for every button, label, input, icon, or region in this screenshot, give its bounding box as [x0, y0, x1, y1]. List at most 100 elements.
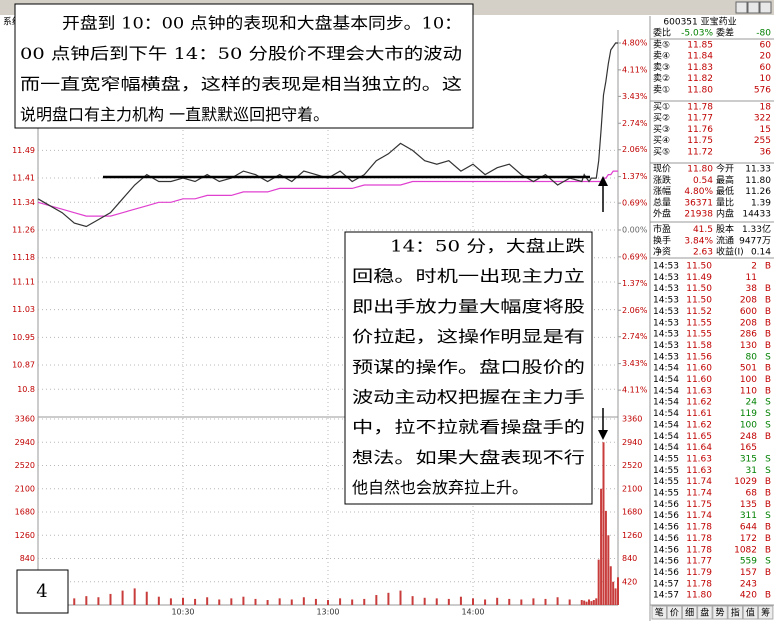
volume-bar: [435, 598, 438, 605]
level-price: 11.76: [687, 125, 713, 135]
stat-label: 最低: [716, 185, 734, 197]
annotation-text: 他自然也会放弃拉上升。: [352, 478, 528, 497]
trade-side: B: [765, 500, 771, 510]
trade-time: 14:53: [653, 330, 679, 340]
trade-volume: 24: [746, 398, 758, 408]
y2-tick-label: 1.37%: [622, 172, 648, 181]
tab[interactable]: [651, 605, 667, 620]
minimize-button[interactable]: [735, 1, 748, 14]
tab[interactable]: [742, 605, 759, 620]
trade-price: 11.79: [686, 568, 712, 578]
trade-time: 14:53: [653, 262, 679, 272]
tab[interactable]: [757, 605, 774, 620]
tab-label[interactable]: 势: [715, 607, 724, 619]
tab[interactable]: [681, 605, 698, 620]
order-ratio: 委比: [653, 27, 671, 39]
y2-tick-label: 2.06%: [622, 306, 648, 315]
stat-label: 内盘: [716, 208, 734, 220]
tab-label[interactable]: 筹: [761, 607, 770, 619]
tab[interactable]: [727, 605, 743, 620]
trade-price: 11.78: [686, 545, 712, 555]
close-button[interactable]: [759, 1, 772, 14]
tab-label[interactable]: 指: [731, 607, 740, 619]
annotation-text: 开盘到 10：00 点钟的表现和大盘基本同步。10：: [62, 14, 462, 33]
trade-side: S: [765, 398, 771, 408]
stock-code: 600351 亚宝药业: [663, 16, 736, 28]
volume-tick-label: 2100: [15, 484, 35, 493]
stat-value: 4.80%: [684, 187, 713, 197]
stat-value: 0.54: [693, 176, 713, 186]
figure-number: 4: [36, 581, 47, 602]
tab-label[interactable]: 盘: [700, 607, 709, 619]
trade-price: 11.80: [686, 591, 712, 601]
trade-time: 14:56: [653, 557, 679, 567]
tab-label[interactable]: 细: [685, 607, 694, 619]
volume-bar: [254, 598, 257, 605]
volume-bar: [133, 588, 136, 605]
tab[interactable]: [712, 605, 728, 620]
trade-price: 11.63: [686, 454, 712, 464]
annotation-text: 想法。如果大盘表现不行: [352, 448, 585, 467]
trade-side: S: [765, 511, 771, 521]
annotation-text: 即出手放力量大幅度将股: [352, 297, 585, 316]
volume-bar: [97, 597, 100, 605]
volume-bar: [447, 598, 450, 605]
trade-volume: 501: [740, 364, 757, 374]
level-volume: 60: [760, 41, 772, 51]
trade-volume: 130: [740, 341, 757, 351]
order-ratio: -5.03%: [681, 29, 713, 39]
trade-volume: 559: [740, 557, 757, 567]
annotation-text: 预谋的操作。盘口股价的: [352, 357, 585, 376]
trade-volume: 420: [740, 591, 757, 601]
volume-bar: [472, 598, 474, 605]
tab[interactable]: [666, 605, 683, 620]
trade-volume: 600: [740, 307, 757, 317]
volume-bar: [242, 596, 245, 605]
x-tick-label: 14:00: [461, 608, 484, 617]
trade-volume: 208: [740, 296, 757, 306]
trade-time: 14:53: [653, 296, 679, 306]
trade-price: 11.63: [686, 466, 712, 476]
trade-time: 14:55: [653, 466, 679, 476]
tab-label[interactable]: 价: [670, 608, 679, 619]
stat-value: 14433: [742, 210, 771, 220]
volume-bar: [588, 599, 590, 605]
x-tick-label: 10:30: [171, 608, 194, 617]
maximize-button[interactable]: [747, 1, 760, 14]
level-label: 买③: [653, 124, 670, 135]
stat-label: 股本: [716, 223, 734, 235]
order-ratio: 委差: [716, 27, 734, 39]
level-label: 卖⑤: [653, 40, 670, 51]
volume-bar: [411, 596, 414, 605]
trade-volume: 68: [746, 489, 758, 499]
annotation-text: 中，拉不拉就看操盘手的: [352, 418, 585, 437]
trade-price: 11.62: [686, 420, 712, 430]
tab-label[interactable]: 值: [746, 607, 755, 619]
trade-time: 14:53: [653, 273, 679, 283]
volume-bar: [314, 598, 317, 605]
volume-bar: [145, 591, 148, 605]
stat-label: 今开: [716, 163, 734, 175]
trade-side: B: [765, 534, 771, 544]
annotation-text: 价拉起，这操作明显是有: [352, 327, 585, 346]
stat-label: 总量: [653, 196, 671, 208]
volume-bar: [169, 598, 172, 605]
volume-tick-label: 420: [622, 577, 637, 586]
trade-volume: 315: [740, 454, 757, 464]
volume-tick-label: 2520: [15, 461, 35, 470]
level-price: 11.72: [687, 147, 713, 157]
volume-bar: [544, 598, 547, 605]
tab[interactable]: [697, 605, 713, 620]
annotation-text: 回稳。时机一出现主力立: [352, 267, 585, 286]
y-tick-label: 11.26: [12, 226, 35, 235]
level-volume: 60: [760, 63, 772, 73]
stat-value: 11.80: [745, 176, 771, 186]
trade-side: B: [765, 477, 771, 487]
volume-bar: [508, 598, 511, 605]
trade-price: 11.74: [686, 489, 712, 499]
trade-side: B: [765, 523, 771, 533]
trade-price: 11.58: [686, 341, 712, 351]
trade-volume: 286: [740, 330, 757, 340]
tab-label[interactable]: 笔: [655, 607, 664, 619]
trade-side: B: [765, 341, 771, 351]
